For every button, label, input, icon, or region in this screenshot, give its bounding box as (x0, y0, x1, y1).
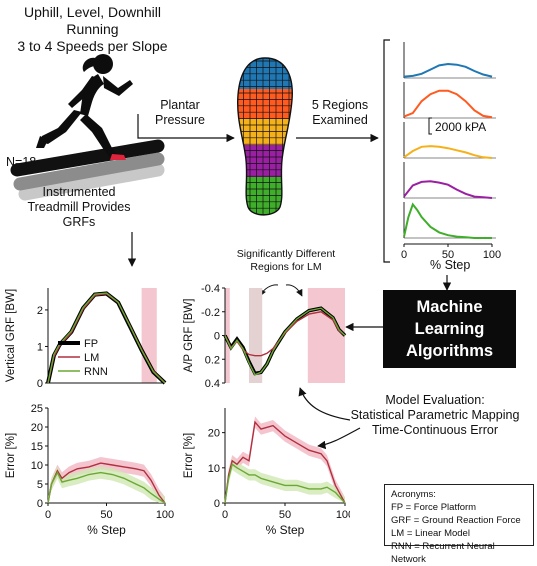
region-pressure-line-5 (404, 204, 492, 238)
apgrf-ytick-label: -0.4 (201, 283, 220, 295)
aperr-ytick-label: 20 (208, 428, 220, 440)
regions-label: 5 Regions Examined (300, 98, 380, 128)
ml-line-2: Learning (415, 318, 485, 340)
verr-ylabel: Error [%] (5, 433, 17, 478)
scale-bar-label: 2000 kPA (435, 120, 486, 134)
verr-ytick-label: 10 (31, 460, 43, 472)
sig-line-2: Regions for LM (226, 261, 346, 274)
foot-region-5 (230, 177, 300, 220)
regions-line-1: 5 Regions (300, 98, 380, 113)
vgrf-ylabel: Vertical GRF [BW] (5, 289, 17, 382)
region-pressure-line-4 (404, 181, 492, 198)
acronym-fp: FP = Force Platform (391, 501, 527, 514)
plantar-pressure-foot-map (230, 55, 300, 220)
evaluation-label: Model Evaluation: Statistical Parametric… (335, 393, 535, 438)
foot-region-1 (230, 55, 300, 89)
acronyms-title: Acronyms: (391, 488, 527, 501)
verr-ytick-label: 25 (31, 403, 43, 415)
verr-xtick-label: 50 (100, 509, 112, 521)
treadmill-label: Instrumented Treadmill Provides GRFs (24, 185, 134, 230)
acronyms-box: Acronyms: FP = Force Platform GRF = Grou… (384, 484, 534, 546)
foot-region-4 (230, 145, 300, 177)
regions-line-2: Examined (300, 113, 380, 128)
verr-xtick-label: 100 (156, 509, 174, 521)
ml-line-1: Machine (416, 296, 482, 318)
apgrf-significance-shade (308, 288, 345, 383)
aperr-ylabel: Error [%] (183, 433, 195, 478)
legend-label-fp: FP (84, 338, 98, 350)
aperr-ytick-label: 10 (208, 463, 220, 475)
region-pressure-plots: 0 50 100 2000 kPA (380, 36, 537, 276)
sig-line-1: Significantly Different (226, 248, 346, 261)
acronym-rnn: RNN = Recurrent Neural Network (391, 540, 527, 566)
apgrf-ytick-label: 0 (214, 331, 220, 343)
acronym-lm: LM = Linear Model (391, 527, 527, 540)
eval-line-3: Time-Continuous Error (335, 423, 535, 438)
ml-line-3: Algorithms (406, 340, 493, 362)
scale-bar (429, 118, 432, 134)
regions-bracket (384, 40, 390, 262)
foot-region-2 (230, 89, 300, 119)
apgrf-ytick-label: 0.2 (205, 354, 220, 366)
aperr-xlabel: % Step (266, 523, 305, 537)
apgrf-ylabel: A/P GRF [BW] (183, 299, 195, 373)
region-xtick-label: 100 (483, 249, 501, 261)
vertical-error-chart: 0 5 10 15 20 25 0 50 100 Error [%] % Step (0, 400, 180, 548)
verr-ytick-label: 5 (37, 479, 43, 491)
verr-ytick-label: 20 (31, 422, 43, 434)
aperr-xtick-label: 100 (336, 509, 350, 521)
region-xlabel: % Step (430, 258, 470, 273)
region-pressure-line-2 (404, 91, 492, 118)
vertical-grf-chart: 0 1 2 Vertical GRF [BW] FP LM RNN (0, 280, 180, 395)
eval-line-1: Model Evaluation: (335, 393, 535, 408)
acronym-grf: GRF = Ground Reaction Force (391, 514, 527, 527)
legend-label-rnn: RNN (84, 366, 108, 378)
apgrf-ytick-label: 0.4 (205, 378, 220, 390)
aperr-xtick-label: 50 (279, 509, 291, 521)
vgrf-ytick-label: 2 (37, 305, 43, 317)
aperr-xtick-label: 0 (222, 509, 228, 521)
verr-xlabel: % Step (87, 523, 126, 537)
verr-ytick-label: 15 (31, 441, 43, 453)
ap-grf-chart: -0.4 -0.2 0 0.2 0.4 A/P GRF [BW] (180, 280, 350, 395)
eval-line-2: Statistical Parametric Mapping (335, 408, 535, 423)
apgrf-ytick-label: -0.2 (201, 307, 220, 319)
vgrf-ytick-label: 1 (37, 341, 43, 353)
significance-label: Significantly Different Regions for LM (226, 248, 346, 274)
treadmill-line-3: GRFs (24, 215, 134, 230)
region-xtick-label: 0 (401, 249, 407, 261)
legend-label-lm: LM (84, 352, 99, 364)
treadmill-line-2: Treadmill Provides (24, 200, 134, 215)
region-pressure-line-1 (404, 64, 492, 77)
verr-xtick-label: 0 (45, 509, 51, 521)
machine-learning-box: Machine Learning Algorithms (383, 290, 516, 368)
arrow-runner-to-plantar (138, 114, 234, 138)
vgrf-significance-shade (142, 288, 157, 383)
verr-ytick-label: 0 (37, 498, 43, 510)
region-pressure-line-3 (404, 146, 492, 158)
vgrf-ytick-label: 0 (37, 378, 43, 390)
vgrf-legend: FP LM RNN (58, 338, 108, 378)
ap-error-chart: 0 10 20 0 50 100 Error [%] % Step (180, 400, 350, 548)
aperr-ytick-label: 0 (214, 498, 220, 510)
treadmill-line-1: Instrumented (24, 185, 134, 200)
